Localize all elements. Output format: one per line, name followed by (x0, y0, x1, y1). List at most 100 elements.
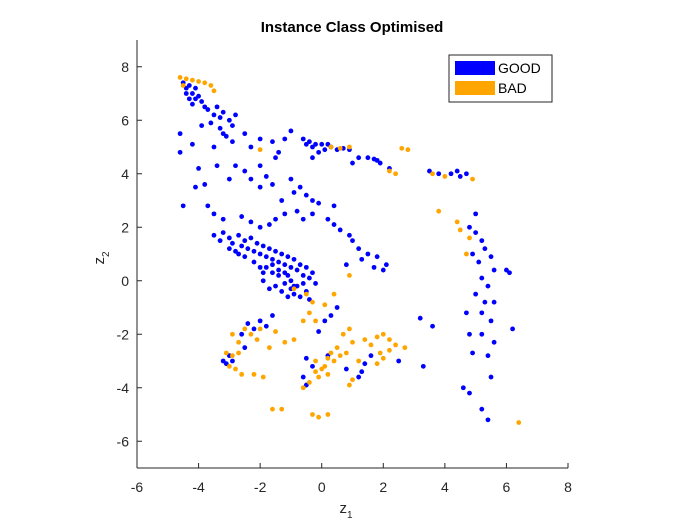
data-point-good (479, 331, 485, 337)
y-tick-label: 4 (121, 166, 129, 182)
data-point-good (473, 230, 479, 236)
data-point-bad (316, 374, 322, 380)
data-point-good (193, 184, 198, 190)
data-point-bad (325, 371, 331, 377)
data-point-good (266, 286, 272, 292)
x-tick-label: -6 (131, 479, 144, 495)
data-point-good (328, 313, 334, 318)
data-point-good (288, 264, 294, 270)
data-point-good (473, 291, 479, 297)
data-point-good (356, 155, 362, 161)
x-tick-label: 4 (441, 479, 449, 495)
legend-swatch-bad (455, 81, 495, 95)
data-point-good (248, 219, 254, 225)
data-point-good (291, 256, 297, 262)
data-point-good (313, 281, 318, 286)
data-point-bad (374, 334, 380, 340)
data-point-good (242, 131, 248, 137)
y-tick-label: 8 (121, 59, 129, 75)
data-point-bad (464, 251, 469, 257)
data-point-bad (190, 77, 195, 83)
data-point-good (430, 323, 435, 329)
data-point-good (257, 184, 263, 190)
data-point-good (300, 273, 306, 278)
data-point-good (380, 267, 386, 273)
data-point-bad (223, 350, 229, 356)
data-point-good (220, 109, 226, 115)
data-point-bad (307, 380, 312, 385)
data-point-good (282, 281, 288, 286)
data-point-good (331, 203, 337, 209)
data-point-bad (273, 329, 278, 334)
data-point-good (248, 235, 254, 241)
data-point-good (300, 216, 306, 222)
data-point-good (467, 331, 472, 337)
data-point-good (183, 91, 189, 96)
data-point-good (350, 160, 355, 166)
data-point-good (270, 270, 275, 276)
data-point-bad (350, 377, 355, 383)
data-point-bad (282, 339, 288, 345)
axes: -6 -4 -2 0 2 4 6 8 -6 -4 -2 0 2 4 6 8 (117, 40, 572, 495)
data-point-good (334, 305, 340, 310)
data-point-good (217, 125, 223, 131)
data-point-bad (316, 414, 322, 420)
data-point-good (297, 184, 303, 190)
data-point-bad (208, 83, 214, 88)
data-point-good (343, 366, 349, 372)
data-point-good (288, 128, 294, 134)
legend-label-good: GOOD (498, 60, 541, 76)
chart-title: Instance Class Optimised (261, 19, 444, 36)
data-point-good (307, 275, 312, 281)
data-point-good (473, 211, 479, 217)
data-point-good (491, 267, 497, 273)
data-point-bad (307, 310, 312, 316)
data-point-good (291, 291, 297, 297)
data-point-good (300, 136, 306, 142)
data-point-good (226, 176, 232, 182)
legend: GOOD BAD (448, 54, 553, 103)
data-point-good (239, 331, 245, 337)
data-point-good (233, 163, 238, 169)
y-tick-label: -4 (117, 380, 130, 396)
data-point-good (359, 256, 365, 262)
data-point-good (242, 345, 248, 351)
data-point-good (331, 222, 337, 227)
data-point-good (242, 168, 248, 174)
data-point-good (282, 211, 288, 217)
data-point-good (279, 251, 285, 257)
data-point-good (467, 390, 472, 396)
data-point-good (300, 374, 306, 380)
data-point-bad (248, 331, 254, 337)
data-point-bad (266, 345, 272, 351)
data-point-good (263, 254, 269, 260)
data-point-bad (300, 385, 306, 391)
data-point-good (396, 358, 402, 364)
data-point-good (211, 232, 217, 238)
data-point-bad (331, 291, 337, 297)
x-tick-label: -2 (254, 479, 267, 495)
data-point-good (239, 214, 245, 219)
data-point-good (457, 174, 463, 179)
data-point-bad (242, 326, 248, 332)
data-point-good (257, 163, 263, 169)
data-point-bad (387, 168, 392, 174)
data-point-good (257, 264, 263, 270)
data-point-bad (325, 355, 331, 361)
data-point-bad (337, 145, 343, 151)
data-point-good (257, 224, 263, 230)
data-point-bad (230, 331, 235, 337)
data-point-good (230, 358, 235, 364)
x-axis-label-main: z (339, 500, 347, 517)
data-point-good (374, 254, 380, 260)
data-point-good (276, 259, 282, 265)
x-tick-label: -4 (192, 479, 205, 495)
data-point-good (273, 216, 278, 222)
data-point-good (263, 264, 269, 270)
data-point-good (230, 123, 235, 128)
data-point-bad (436, 208, 442, 214)
data-point-good (316, 329, 322, 334)
data-point-good (239, 243, 245, 249)
data-point-good (236, 251, 241, 257)
data-point-good (251, 326, 257, 332)
